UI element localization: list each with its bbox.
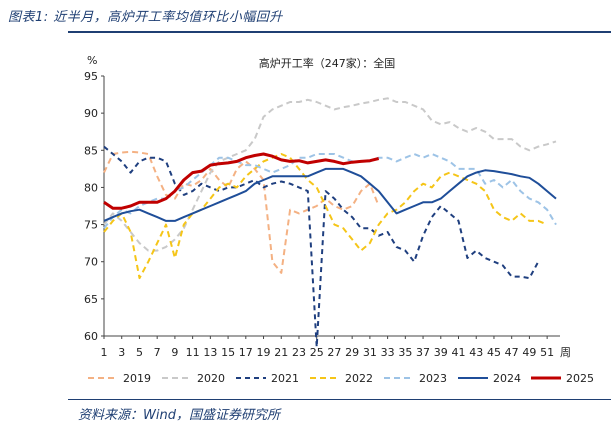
legend-label-2022: 2022 (345, 372, 373, 385)
series-line-2022 (103, 153, 548, 280)
x-tick-label: 29 (345, 346, 359, 359)
x-tick-label: 3 (118, 346, 125, 359)
x-tick-label: 17 (239, 346, 253, 359)
legend-label-2021: 2021 (271, 372, 299, 385)
x-tick-label: 5 (136, 346, 143, 359)
x-tick-label: 37 (416, 346, 430, 359)
x-tick-label: 13 (203, 346, 217, 359)
legend-label-2025: 2025 (566, 372, 594, 385)
x-tick-label: 21 (274, 346, 288, 359)
x-tick-label: 25 (310, 346, 324, 359)
x-tick-label: 45 (487, 346, 501, 359)
y-tick-label: 60 (84, 330, 98, 343)
x-tick-label: 51 (540, 346, 554, 359)
x-tick-label: 31 (363, 346, 377, 359)
caption-rule (68, 31, 611, 33)
series-line-2025 (103, 152, 380, 210)
figure-caption: 图表1: 近半月，高炉开工率均值环比小幅回升 (8, 10, 283, 25)
legend-label-2024: 2024 (493, 372, 521, 385)
x-tick-label: 19 (257, 346, 271, 359)
x-tick-label: 27 (327, 346, 341, 359)
y-tick-label: 85 (84, 144, 98, 157)
y-tick-label: 95 (84, 70, 98, 83)
source-note: 资料来源：Wind，国盛证券研究所 (78, 408, 280, 423)
series-line-2024 (103, 167, 557, 222)
legend-label-2019: 2019 (123, 372, 151, 385)
x-tick-label: 9 (171, 346, 178, 359)
y-tick-label: 90 (84, 107, 98, 120)
y-tick-label: 65 (84, 293, 98, 306)
y-axis-label: % (87, 54, 97, 67)
y-tick-label: 75 (84, 219, 98, 232)
legend-label-2023: 2023 (419, 372, 447, 385)
x-tick-label: 33 (381, 346, 395, 359)
x-tick-label: 1 (101, 346, 108, 359)
x-tick-label: 41 (452, 346, 466, 359)
series-line-2021 (103, 145, 540, 349)
series-line-2020 (103, 97, 557, 252)
y-tick-label: 80 (84, 181, 98, 194)
x-tick-label: 47 (505, 346, 519, 359)
x-tick-label: 39 (434, 346, 448, 359)
legend-label-2020: 2020 (197, 372, 225, 385)
series-line-2019 (103, 150, 380, 274)
y-tick-label: 70 (84, 256, 98, 269)
x-tick-label: 11 (186, 346, 200, 359)
chart-title: 高炉开工率（247家）：全国 (259, 56, 396, 70)
footer-rule (68, 399, 611, 400)
x-axis-label: 周 (560, 346, 571, 359)
x-tick-label: 43 (469, 346, 483, 359)
x-tick-label: 7 (154, 346, 161, 359)
series-line-2023 (103, 153, 557, 229)
x-tick-label: 49 (522, 346, 536, 359)
x-tick-label: 15 (221, 346, 235, 359)
x-tick-label: 23 (292, 346, 306, 359)
x-tick-label: 35 (398, 346, 412, 359)
